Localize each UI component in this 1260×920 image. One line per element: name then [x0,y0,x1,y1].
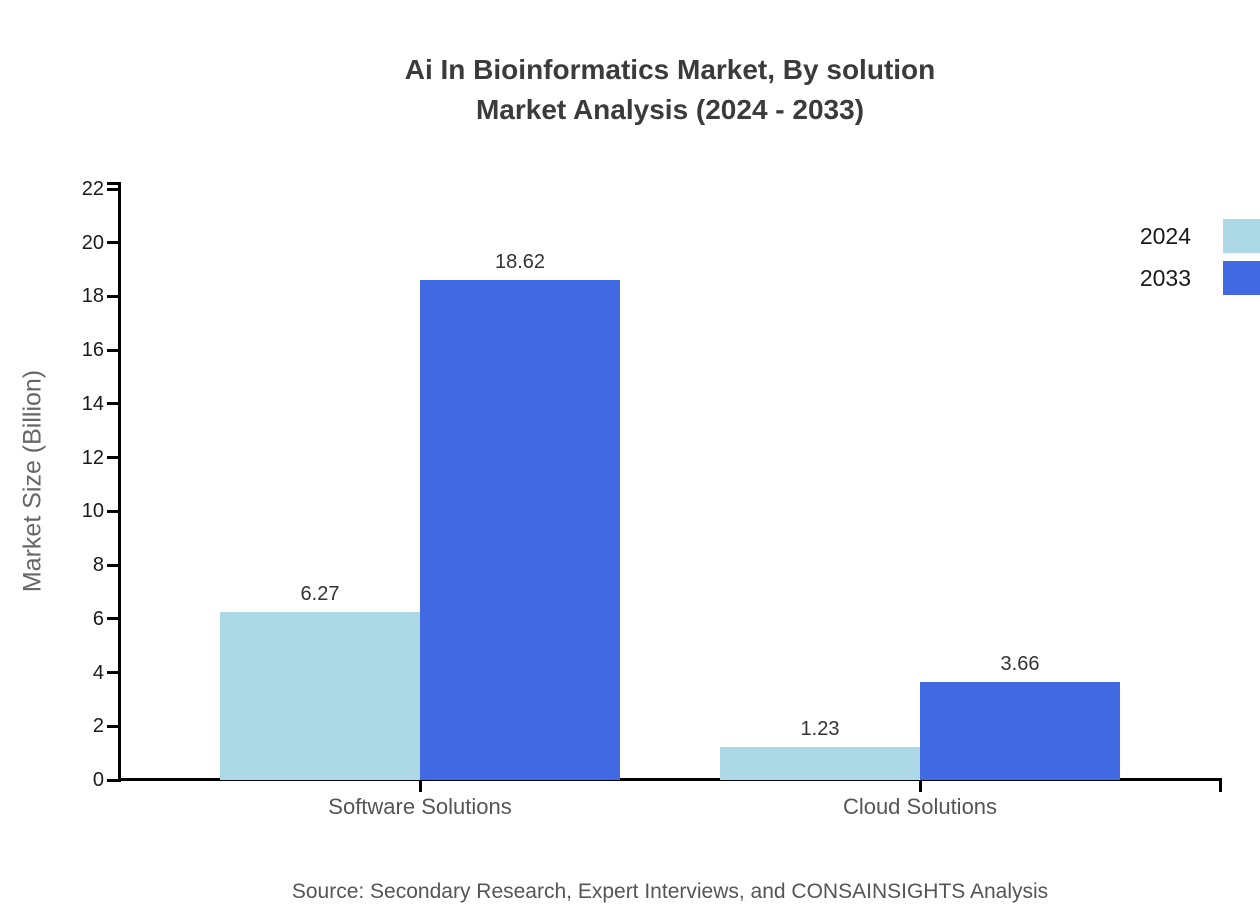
y-axis-line [118,182,121,782]
y-tick [107,402,119,406]
chart-legend: 2024 2033 [1140,219,1260,295]
legend-label-2024: 2024 [1139,222,1191,249]
y-tick [107,456,119,460]
y-tick [107,241,119,245]
chart-title-line2: Market Analysis (2024 - 2033) [475,94,865,125]
y-tick-label: 20 [81,231,104,254]
y-tick-label: 6 [92,607,104,630]
bar-value-label: 6.27 [300,582,340,605]
legend-row-2024: 2024 [1140,219,1260,253]
chart-title-line1: Ai In Bioinformatics Market, By solution [404,54,936,85]
y-tick [107,348,119,352]
x-category-label: Software Solutions [328,794,512,819]
y-tick-label: 0 [92,769,104,791]
y-tick-label: 2 [92,715,104,738]
x-axis-line [118,778,1222,781]
bar-value-label: 3.66 [1000,652,1040,675]
y-tick [107,671,119,675]
y-tick [107,724,119,728]
y-tick [107,617,119,621]
y-tick [107,509,119,513]
y-tick [107,778,119,782]
bar-2033-software-solutions [420,279,620,780]
bar-value-label: 1.23 [800,717,840,740]
bar-2024-cloud-solutions [720,746,920,780]
y-tick-label: 12 [81,446,104,469]
legend-swatch-2024 [1223,219,1260,253]
y-tick-label: 22 [81,178,104,200]
legend-row-2033: 2033 [1140,261,1260,295]
y-tick-label: 8 [92,554,104,577]
chart-title: Ai In Bioinformatics Market, By solution… [405,50,936,130]
y-tick-label: 14 [81,392,104,415]
y-tick-label: 18 [81,285,104,308]
bar-value-label: 18.62 [494,250,546,273]
y-tick-label: 10 [81,500,104,523]
bar-2024-software-solutions [220,611,420,780]
x-axis-endcap [1219,778,1222,792]
x-category-label: Cloud Solutions [842,794,998,819]
y-tick [107,563,119,567]
legend-swatch-2033 [1223,261,1260,295]
bar-2033-cloud-solutions [920,681,1120,780]
x-tick [918,780,922,792]
source-attribution: Source: Secondary Research, Expert Inter… [291,880,1049,903]
y-tick-label: 4 [92,661,104,684]
y-tick [107,294,119,298]
legend-label-2033: 2033 [1139,264,1191,291]
y-tick [107,187,119,191]
y-tick-label: 16 [81,339,104,362]
y-axis-endcap [107,182,119,185]
x-tick [418,780,422,792]
